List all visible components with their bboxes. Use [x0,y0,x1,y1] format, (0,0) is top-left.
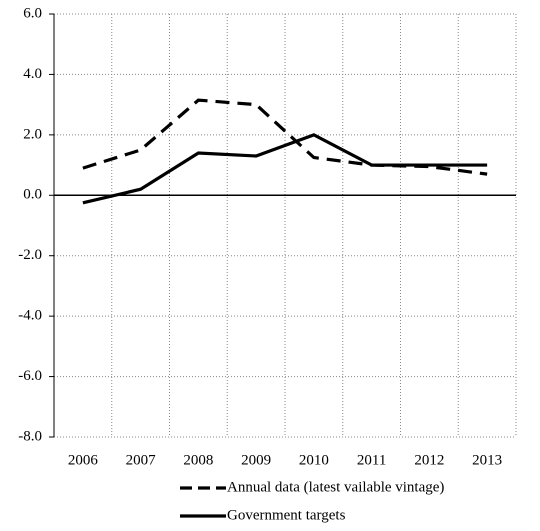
y-tick-label: -8.0 [18,428,42,444]
y-tick-label: 2.0 [23,126,42,142]
x-tick-label: 2011 [357,452,386,468]
legend-label: Annual data (latest vailable vintage) [227,479,444,495]
y-tick-label: 0.0 [23,187,42,203]
x-tick-label: 2007 [126,452,157,468]
y-tick-label: -4.0 [18,308,42,324]
x-tick-label: 2010 [299,452,329,468]
y-tick-label: -6.0 [18,368,42,384]
legend-label: Government targets [227,507,346,523]
x-tick-label: 2008 [183,452,213,468]
x-tick-label: 2009 [241,452,271,468]
x-tick-label: 2012 [414,452,444,468]
y-tick-label: -2.0 [18,247,42,263]
series-line [82,133,488,205]
y-tick-label: 4.0 [23,66,42,82]
x-tick-label: 2013 [472,452,502,468]
x-tick-label: 2006 [68,452,99,468]
y-tick-label: 6.0 [23,5,42,21]
